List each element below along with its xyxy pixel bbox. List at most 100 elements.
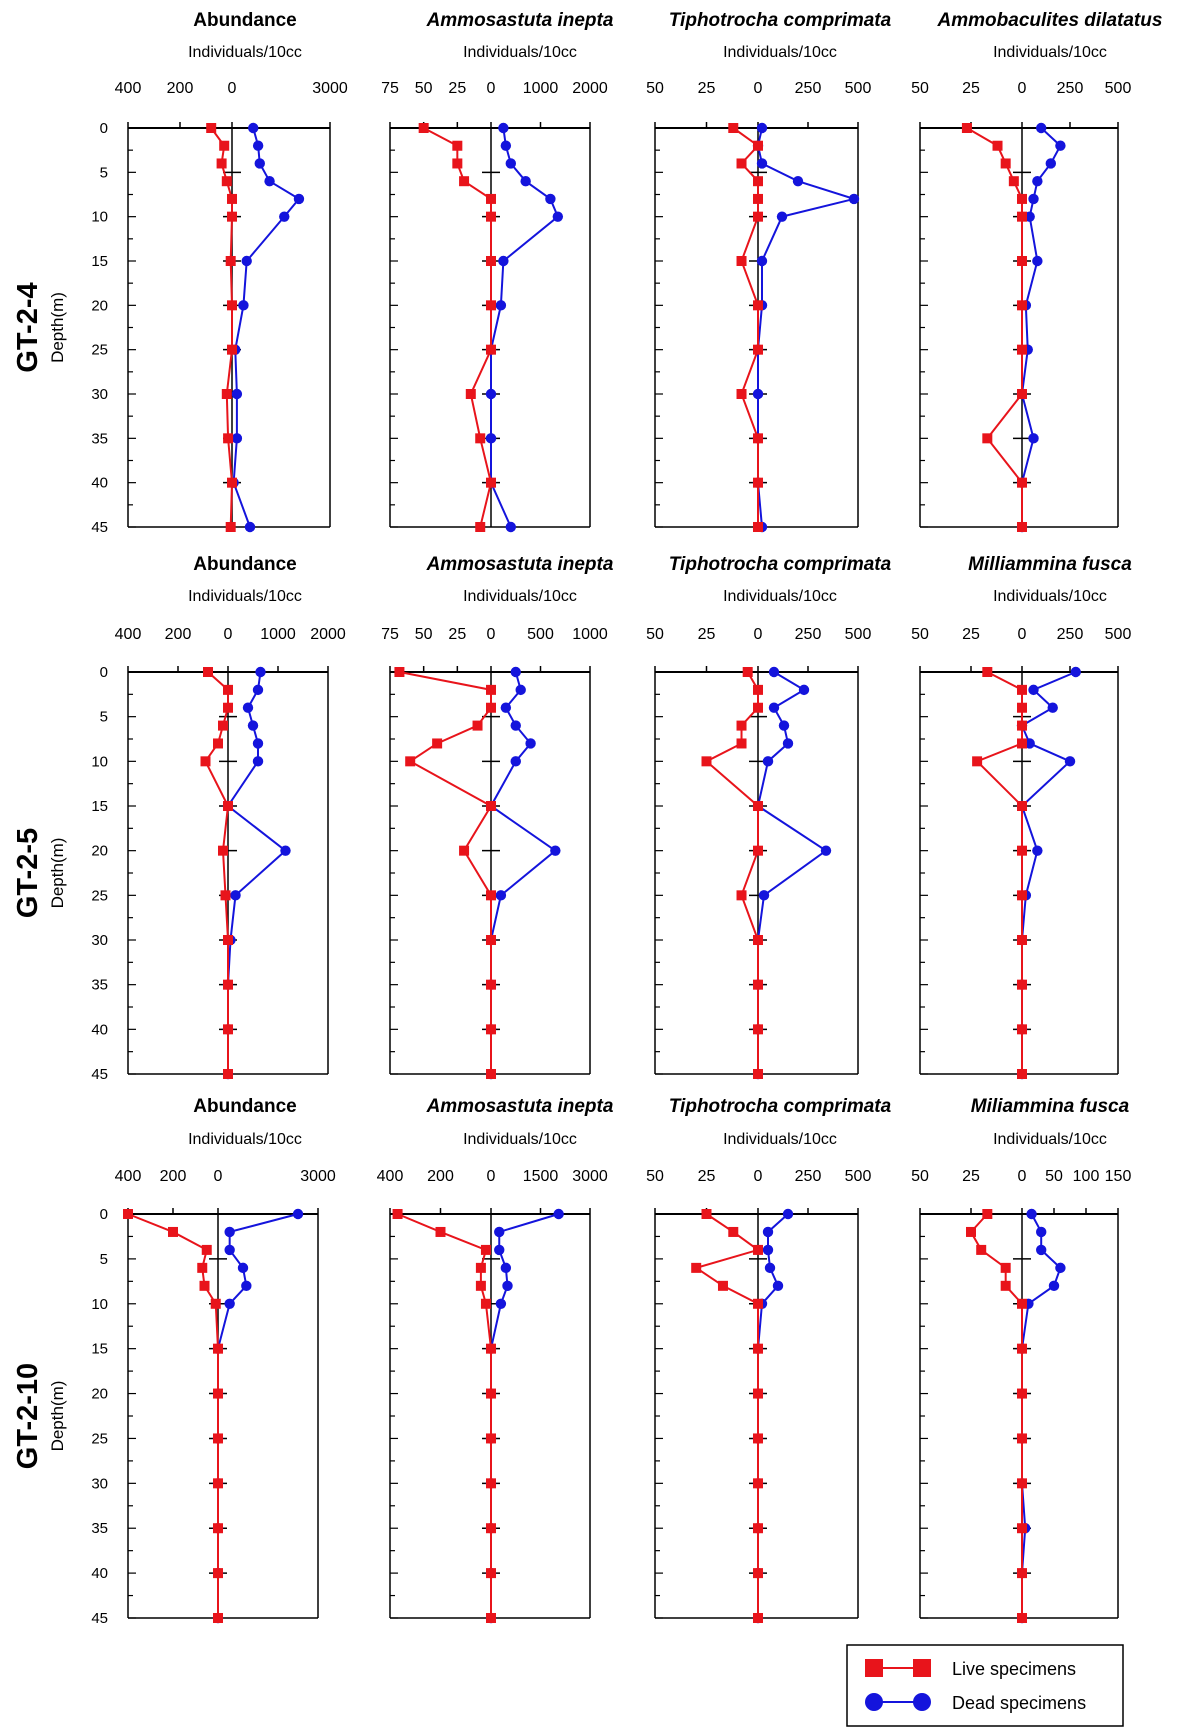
live-point: [459, 176, 470, 187]
depth-tick-label: 20: [91, 1386, 108, 1403]
live-series-line: [204, 671, 230, 1074]
live-point: [486, 935, 496, 945]
live-point: [480, 1244, 491, 1255]
depth-tick-label: 5: [100, 1251, 108, 1268]
live-point: [223, 1069, 233, 1079]
live-point: [486, 300, 496, 311]
x-tick-label: 25: [698, 1168, 716, 1185]
x-tick-label: 25: [448, 626, 466, 643]
live-point: [1017, 702, 1027, 713]
depth-tick-label: 0: [100, 664, 108, 681]
live-point: [223, 684, 233, 695]
dead-point: [238, 300, 249, 311]
live-point: [982, 667, 993, 677]
live-point: [213, 1433, 223, 1444]
panel-1: Ammosastuta inepta Individuals/10cc 75 50 25…: [381, 554, 614, 1080]
dead-point: [510, 756, 521, 767]
x-tick-label: 50: [911, 80, 929, 97]
live-point: [753, 140, 763, 151]
live-point: [480, 1298, 491, 1309]
x-tick-label: 250: [1057, 80, 1084, 97]
depth-tick-label: 35: [91, 977, 108, 994]
live-point: [1017, 1298, 1027, 1309]
live-point: [1017, 684, 1027, 695]
dead-point: [768, 666, 780, 678]
dead-series-line: [490, 127, 560, 528]
panel-unit-label: Individuals/10cc: [723, 1131, 837, 1148]
live-point: [486, 211, 496, 222]
panel-unit-label: Individuals/10cc: [463, 44, 577, 61]
dead-point: [494, 1226, 505, 1238]
panel-2: Tiphotrocha comprimata Individuals/10cc 50…: [646, 10, 892, 533]
x-tick-label: 25: [962, 80, 980, 97]
live-point: [976, 1244, 987, 1255]
dead-point: [1036, 1244, 1047, 1256]
live-point: [736, 256, 747, 266]
live-point: [213, 1613, 223, 1623]
x-tick-label: 200: [160, 1168, 187, 1185]
dead-point: [550, 845, 561, 856]
live-point: [486, 344, 496, 355]
dead-point: [500, 140, 512, 151]
live-point: [753, 845, 763, 856]
dead-point: [762, 1226, 774, 1238]
x-tick-label: 2000: [572, 80, 608, 97]
live-point: [691, 1262, 702, 1273]
live-point: [1017, 1433, 1027, 1444]
dead-series-line: [1020, 127, 1062, 527]
dead-series-line: [232, 127, 301, 528]
live-point: [1000, 158, 1011, 169]
dead-point: [494, 1244, 505, 1256]
dead-point: [764, 1262, 776, 1274]
dead-series-line: [1021, 1213, 1062, 1618]
panel-unit-label: Individuals/10cc: [463, 588, 577, 605]
dead-point: [252, 756, 264, 767]
depth-tick-label: 25: [91, 342, 108, 359]
depth-tick-label: 10: [91, 209, 108, 226]
live-point: [465, 389, 476, 399]
live-point: [475, 1280, 486, 1291]
depth-tick-label: 20: [91, 843, 108, 860]
dead-series-line: [489, 671, 558, 1074]
dead-point: [1026, 1208, 1037, 1220]
live-point: [753, 1298, 763, 1309]
live-point: [486, 890, 496, 901]
x-tick-label: 25: [962, 1168, 980, 1185]
legend-dead-marker: [865, 1693, 883, 1711]
live-point: [197, 1262, 208, 1273]
x-tick-label: 200: [427, 1168, 454, 1185]
live-point: [753, 176, 763, 187]
dead-point: [279, 211, 290, 222]
live-point: [753, 1069, 763, 1079]
dead-point: [495, 300, 507, 311]
dead-point: [498, 122, 509, 134]
live-point: [753, 935, 763, 945]
live-point: [753, 684, 763, 695]
live-point: [201, 1244, 212, 1255]
live-series-line: [127, 1213, 219, 1618]
x-tick-label: 0: [487, 1168, 496, 1185]
x-tick-label: 250: [795, 1168, 822, 1185]
dead-point: [252, 684, 264, 696]
live-point: [223, 935, 233, 945]
dead-point: [515, 684, 526, 696]
dead-point: [498, 255, 509, 267]
x-tick-label: 500: [845, 80, 872, 97]
x-tick-label: 250: [795, 626, 822, 643]
depth-axis-label: Depth(m): [48, 292, 67, 363]
x-tick-label: 0: [224, 626, 233, 643]
live-point: [203, 667, 213, 677]
x-tick-label: 50: [1045, 1168, 1063, 1185]
live-point: [486, 1478, 496, 1489]
live-point: [218, 720, 228, 731]
dead-point: [792, 176, 804, 187]
live-point: [486, 979, 496, 990]
live-point: [753, 1478, 763, 1489]
dead-point: [500, 702, 512, 713]
dead-point: [525, 738, 536, 749]
live-point: [728, 1226, 739, 1237]
dead-point: [756, 122, 768, 134]
live-point: [753, 1388, 763, 1399]
live-point: [486, 801, 496, 811]
